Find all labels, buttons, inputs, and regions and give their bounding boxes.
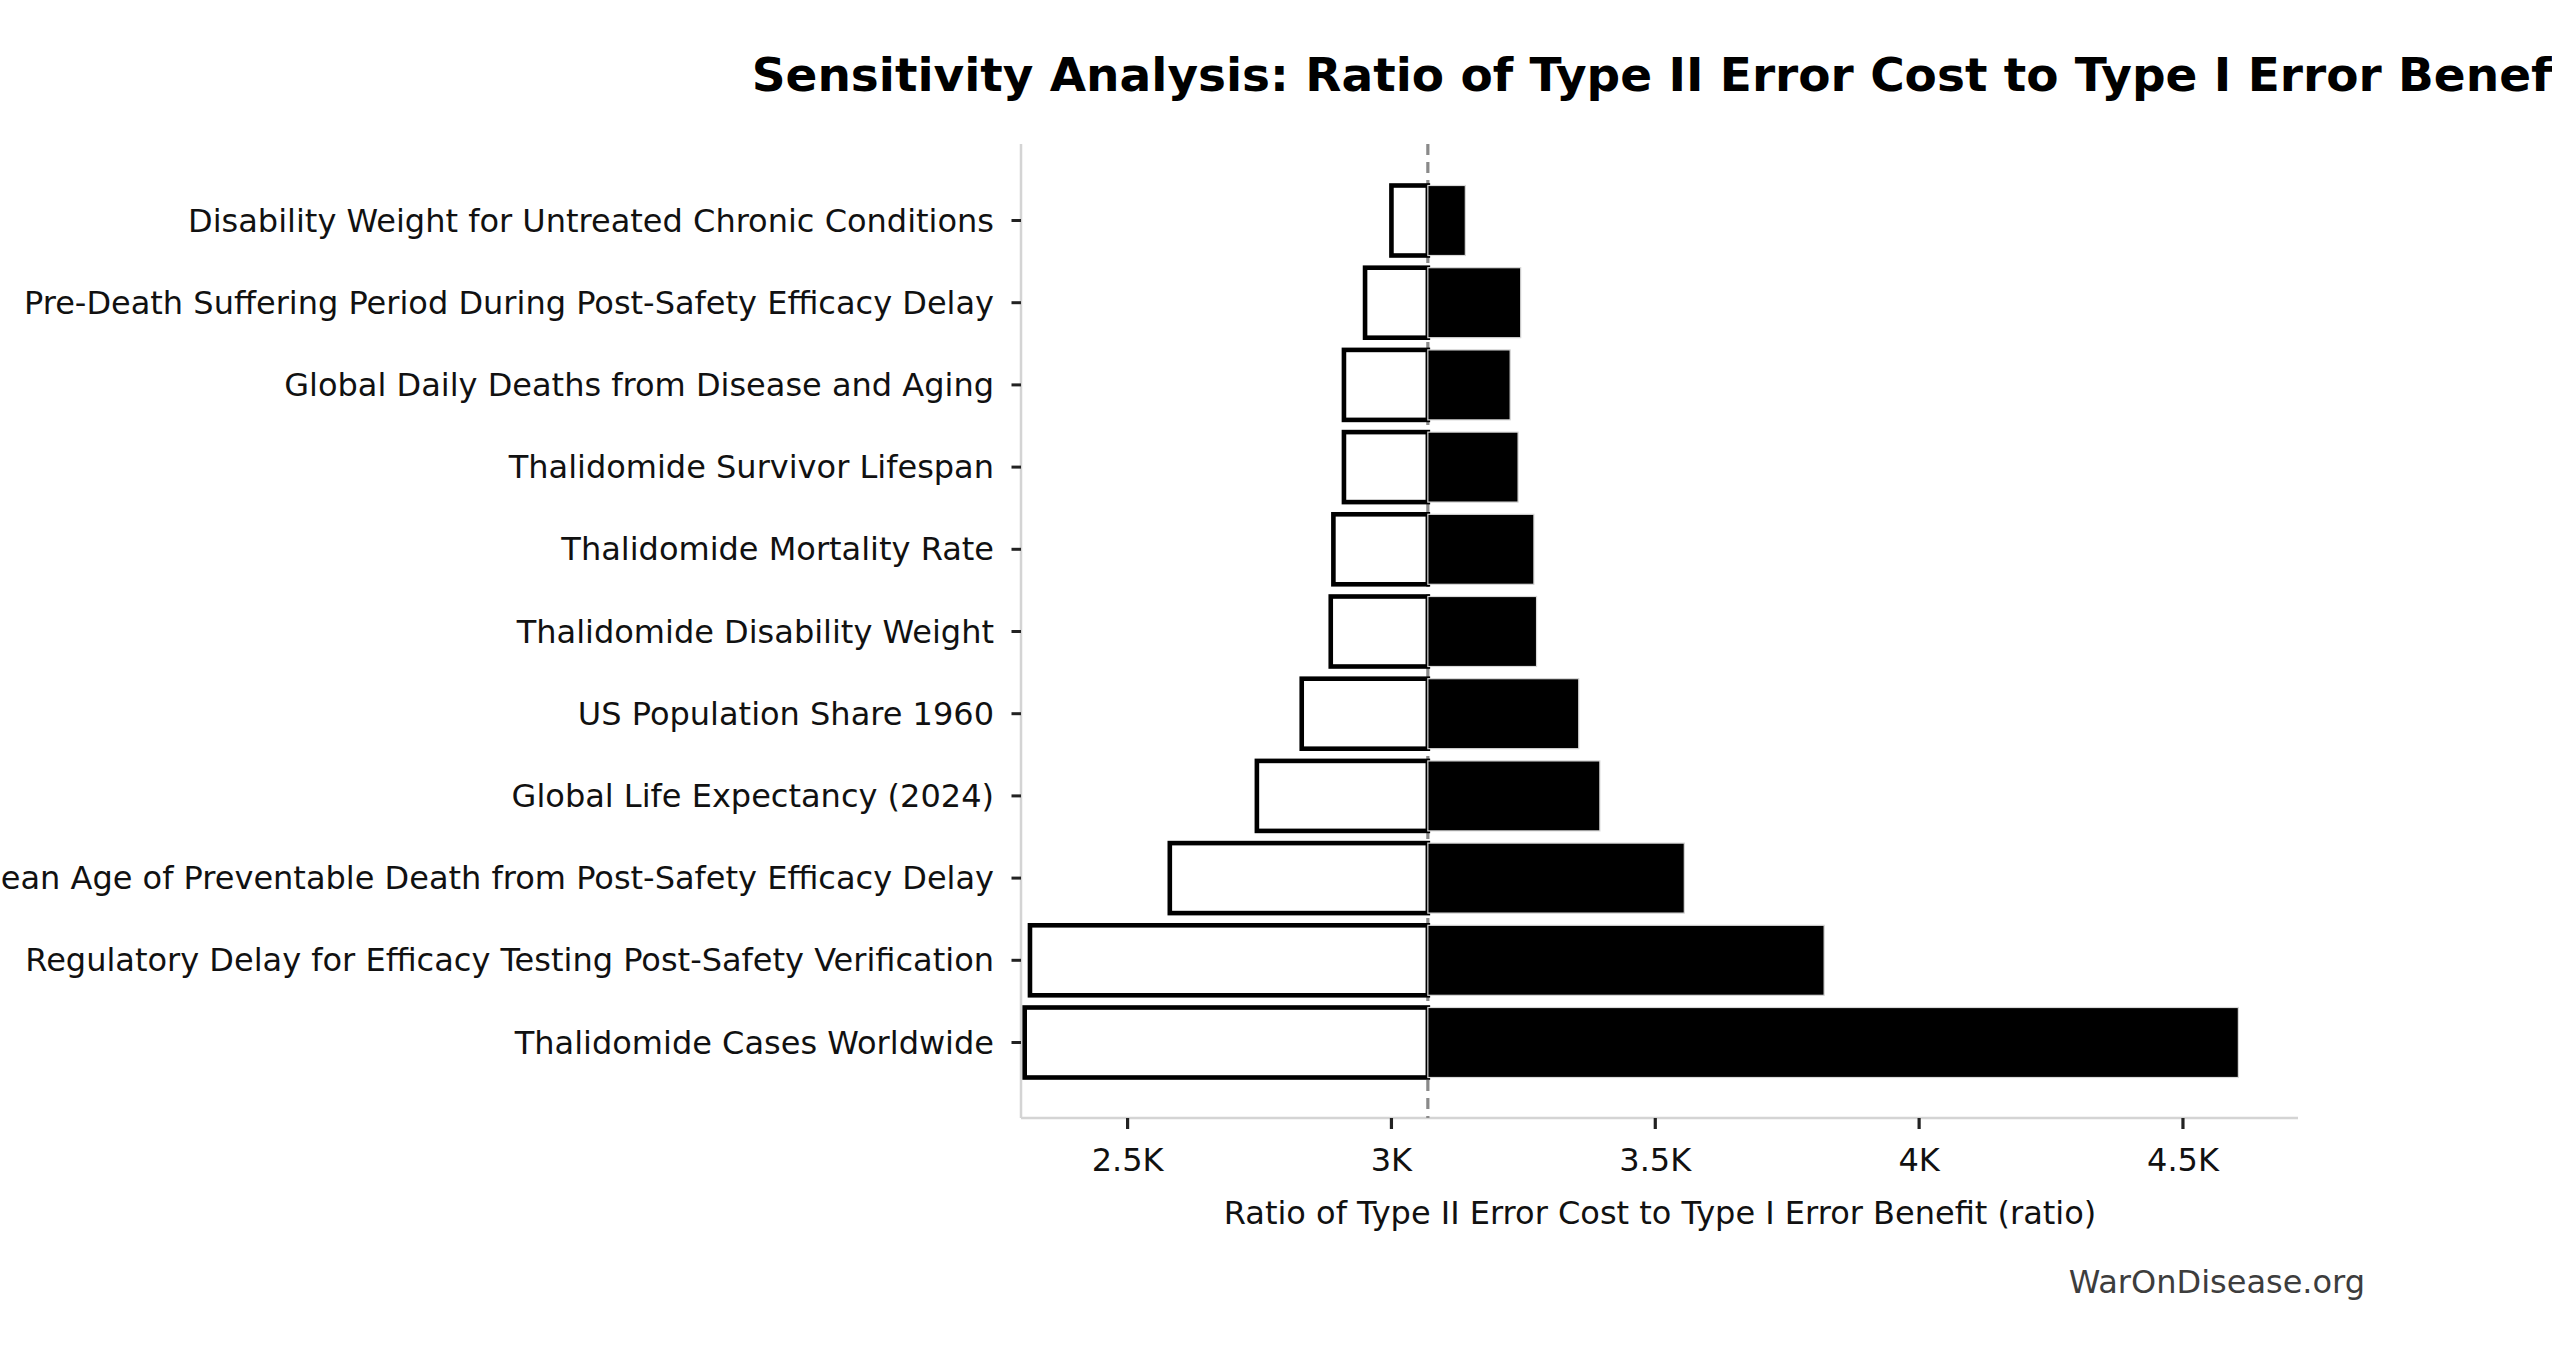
bar-high bbox=[1428, 1008, 2239, 1078]
bar-high bbox=[1428, 843, 1684, 913]
x-tick-label: 3.5K bbox=[1619, 1141, 1692, 1179]
bar-high bbox=[1428, 514, 1534, 584]
category-label: Regulatory Delay for Efficacy Testing Po… bbox=[25, 941, 994, 979]
bar-low bbox=[1333, 514, 1427, 584]
bar-high bbox=[1428, 268, 1521, 338]
chart-page: Sensitivity Analysis: Ratio of Type II E… bbox=[0, 0, 2552, 1357]
bar-low bbox=[1030, 925, 1428, 995]
bar-low bbox=[1170, 843, 1428, 913]
category-label: Pre-Death Suffering Period During Post-S… bbox=[24, 284, 994, 322]
x-tick-label: 4.5K bbox=[2147, 1141, 2220, 1179]
bar-high bbox=[1428, 186, 1465, 256]
bar-high bbox=[1428, 679, 1579, 749]
bar-high bbox=[1428, 350, 1510, 420]
bar-high bbox=[1428, 761, 1600, 831]
bar-low bbox=[1257, 761, 1428, 831]
bar-high bbox=[1428, 597, 1537, 667]
bar-low bbox=[1344, 432, 1428, 502]
category-label: Disability Weight for Untreated Chronic … bbox=[188, 202, 994, 240]
bars-layer bbox=[1025, 186, 2239, 1078]
watermark-text: WarOnDisease.org bbox=[2069, 1263, 2365, 1301]
bar-high bbox=[1428, 925, 1824, 995]
category-label: Thalidomide Mortality Rate bbox=[560, 530, 994, 568]
category-label: Global Daily Deaths from Disease and Agi… bbox=[284, 366, 994, 404]
x-tick-label: 2.5K bbox=[1092, 1141, 1165, 1179]
x-tick-label: 3K bbox=[1371, 1141, 1413, 1179]
category-label: Thalidomide Disability Weight bbox=[516, 613, 994, 651]
x-axis-label: Ratio of Type II Error Cost to Type I Er… bbox=[1224, 1194, 2097, 1232]
category-label: Thalidomide Survivor Lifespan bbox=[508, 448, 994, 486]
bar-low bbox=[1344, 350, 1428, 420]
bar-low bbox=[1302, 679, 1428, 749]
x-tick-label: 4K bbox=[1898, 1141, 1940, 1179]
bar-low bbox=[1365, 268, 1428, 338]
category-label: Thalidomide Cases Worldwide bbox=[514, 1024, 994, 1062]
category-label: Global Life Expectancy (2024) bbox=[512, 777, 994, 815]
category-label: Mean Age of Preventable Death from Post-… bbox=[0, 859, 994, 897]
tornado-sensitivity-plot: 2.5K 3K 3.5K 4K 4.5K Disability Weight for Un… bbox=[0, 0, 2552, 1357]
bar-low bbox=[1331, 597, 1428, 667]
category-label: US Population Share 1960 bbox=[578, 695, 994, 733]
bar-low bbox=[1391, 186, 1427, 256]
bar-low bbox=[1025, 1008, 1428, 1078]
bar-high bbox=[1428, 432, 1518, 502]
